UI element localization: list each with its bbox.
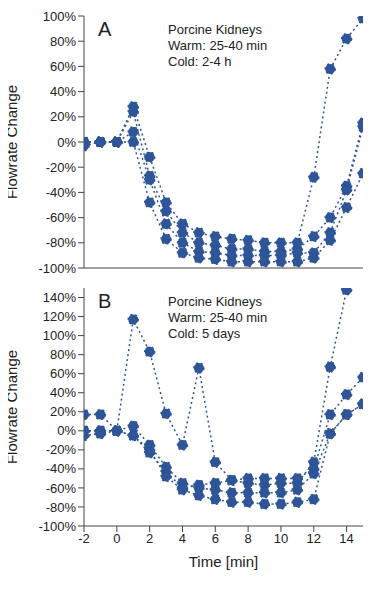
svg-text:120%: 120% xyxy=(43,309,77,324)
svg-text:12: 12 xyxy=(307,531,321,546)
svg-text:100%: 100% xyxy=(43,9,77,24)
svg-text:14: 14 xyxy=(339,531,353,546)
svg-text:6: 6 xyxy=(212,531,219,546)
svg-text:-60%: -60% xyxy=(46,481,77,496)
html-text:Warm: 25-40 min: Warm: 25-40 min xyxy=(168,310,268,325)
svg-text:20%: 20% xyxy=(50,404,76,419)
svg-text:0%: 0% xyxy=(57,423,76,438)
svg-text:-40%: -40% xyxy=(46,461,77,476)
svg-text:4: 4 xyxy=(179,531,186,546)
svg-text:60%: 60% xyxy=(50,59,76,74)
svg-text:-80%: -80% xyxy=(46,235,77,250)
html-text:Cold: 5 days: Cold: 5 days xyxy=(168,326,241,341)
svg-text:Flowrate Change: Flowrate Change xyxy=(8,350,20,464)
svg-text:-20%: -20% xyxy=(46,442,77,457)
svg-text:-100%: -100% xyxy=(38,519,76,534)
html-text:A: A xyxy=(98,18,112,40)
html-text:Warm: 25-40 min: Warm: 25-40 min xyxy=(168,38,268,53)
svg-text:-80%: -80% xyxy=(46,500,77,515)
svg-text:40%: 40% xyxy=(50,84,76,99)
html-text:Porcine Kidneys: Porcine Kidneys xyxy=(168,22,262,37)
svg-text:20%: 20% xyxy=(50,109,76,124)
svg-text:140%: 140% xyxy=(43,290,77,305)
svg-text:-60%: -60% xyxy=(46,210,77,225)
svg-text:2: 2 xyxy=(146,531,153,546)
svg-text:Time [min]: Time [min] xyxy=(189,553,258,570)
svg-text:0: 0 xyxy=(113,531,120,546)
svg-text:8: 8 xyxy=(245,531,252,546)
svg-text:0%: 0% xyxy=(57,135,76,150)
svg-text:40%: 40% xyxy=(50,385,76,400)
html-text:B: B xyxy=(98,290,112,312)
svg-text:-40%: -40% xyxy=(46,185,77,200)
svg-text:80%: 80% xyxy=(50,347,76,362)
svg-text:Flowrate Change: Flowrate Change xyxy=(8,85,20,199)
svg-text:80%: 80% xyxy=(50,34,76,49)
svg-text:60%: 60% xyxy=(50,366,76,381)
svg-text:-20%: -20% xyxy=(46,160,77,175)
svg-text:-2: -2 xyxy=(78,531,90,546)
html-text:Cold: 2-4 h: Cold: 2-4 h xyxy=(168,54,232,69)
svg-text:-100%: -100% xyxy=(38,261,76,276)
svg-text:100%: 100% xyxy=(43,328,77,343)
html-text:Porcine Kidneys: Porcine Kidneys xyxy=(168,294,262,309)
svg-text:10: 10 xyxy=(274,531,288,546)
